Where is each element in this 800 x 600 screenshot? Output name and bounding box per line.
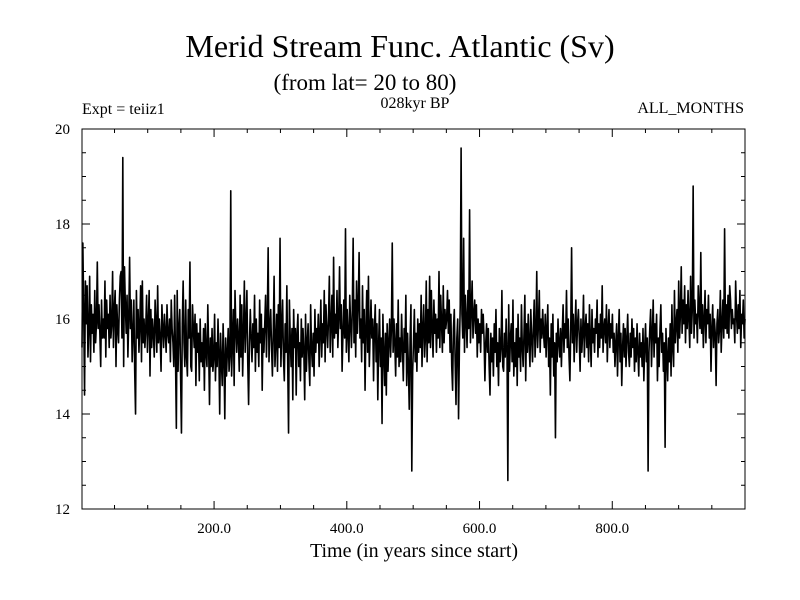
x-axis-label: Time (in years since start)	[309, 540, 519, 562]
tick-labels: 200.0 400.0 600.0 800.0 12 14 16 18 20	[55, 122, 629, 537]
period-label: 028kyr BP	[380, 95, 450, 112]
y-tick-label: 20	[55, 122, 70, 138]
experiment-label: Expt = teiiz1	[82, 101, 165, 118]
x-tick-label: 800.0	[595, 521, 629, 537]
x-tick-label: 400.0	[330, 521, 364, 537]
y-tick-label: 16	[55, 312, 71, 328]
y-tick-label: 12	[55, 502, 70, 518]
x-tick-label: 600.0	[463, 521, 497, 537]
series-line	[81, 147, 746, 482]
chart-title: Merid Stream Func. Atlantic (Sv)	[185, 28, 615, 64]
x-tick-label: 200.0	[197, 521, 231, 537]
months-label: ALL_MONTHS	[637, 100, 744, 117]
y-tick-label: 14	[55, 407, 71, 423]
chart-subtitle: (from lat= 20 to 80)	[273, 70, 457, 95]
y-tick-label: 18	[55, 217, 70, 233]
